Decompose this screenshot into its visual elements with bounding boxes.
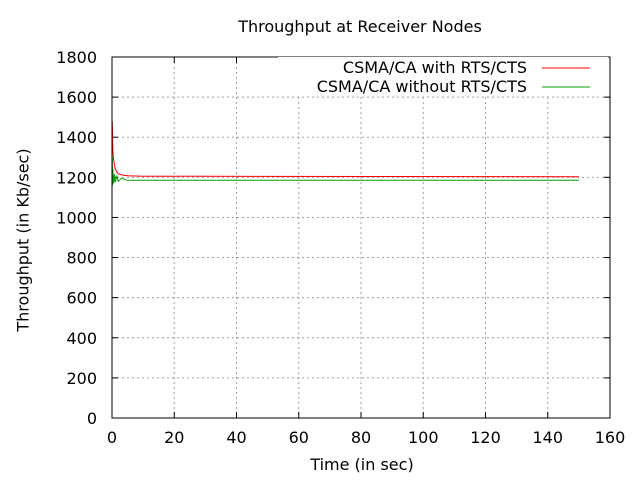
y-tick-label: 1600 (56, 88, 97, 107)
x-tick-label: 80 (351, 428, 371, 447)
series-line-2 (111, 157, 579, 186)
y-axis-ticks: 0 200 400 600 800 1000 1200 1400 1600 1800 (56, 48, 610, 428)
y-axis-label: Throughput (in Kb/sec) (13, 148, 33, 332)
chart-title: Throughput at Receiver Nodes (238, 17, 482, 36)
x-tick-label: 20 (164, 428, 184, 447)
legend-background (278, 57, 608, 76)
x-tick-label: 120 (470, 428, 501, 447)
y-tick-label: 1000 (56, 208, 97, 227)
legend-background (278, 76, 608, 95)
x-tick-label: 60 (289, 428, 309, 447)
y-tick-label: 600 (66, 289, 97, 308)
series-line-1 (111, 121, 579, 178)
series-lines (111, 121, 579, 186)
y-tick-label: 1400 (56, 128, 97, 147)
x-tick-label: 100 (408, 428, 439, 447)
x-tick-label: 40 (226, 428, 246, 447)
y-tick-label: 400 (66, 329, 97, 348)
y-tick-label: 200 (66, 369, 97, 388)
x-tick-label: 160 (595, 428, 626, 447)
y-tick-label: 1800 (56, 48, 97, 67)
x-tick-label: 140 (532, 428, 563, 447)
legend-label-2: CSMA/CA without RTS/CTS (317, 77, 527, 96)
y-tick-label: 800 (66, 249, 97, 268)
grid-lines (112, 57, 610, 418)
y-tick-label: 0 (87, 409, 97, 428)
x-axis-label: Time (in sec) (310, 455, 414, 474)
legend-label-1: CSMA/CA with RTS/CTS (343, 58, 527, 77)
x-tick-label: 0 (107, 428, 117, 447)
y-tick-label: 1200 (56, 168, 97, 187)
x-axis-ticks: 0 20 40 60 80 100 120 140 160 (107, 57, 625, 447)
